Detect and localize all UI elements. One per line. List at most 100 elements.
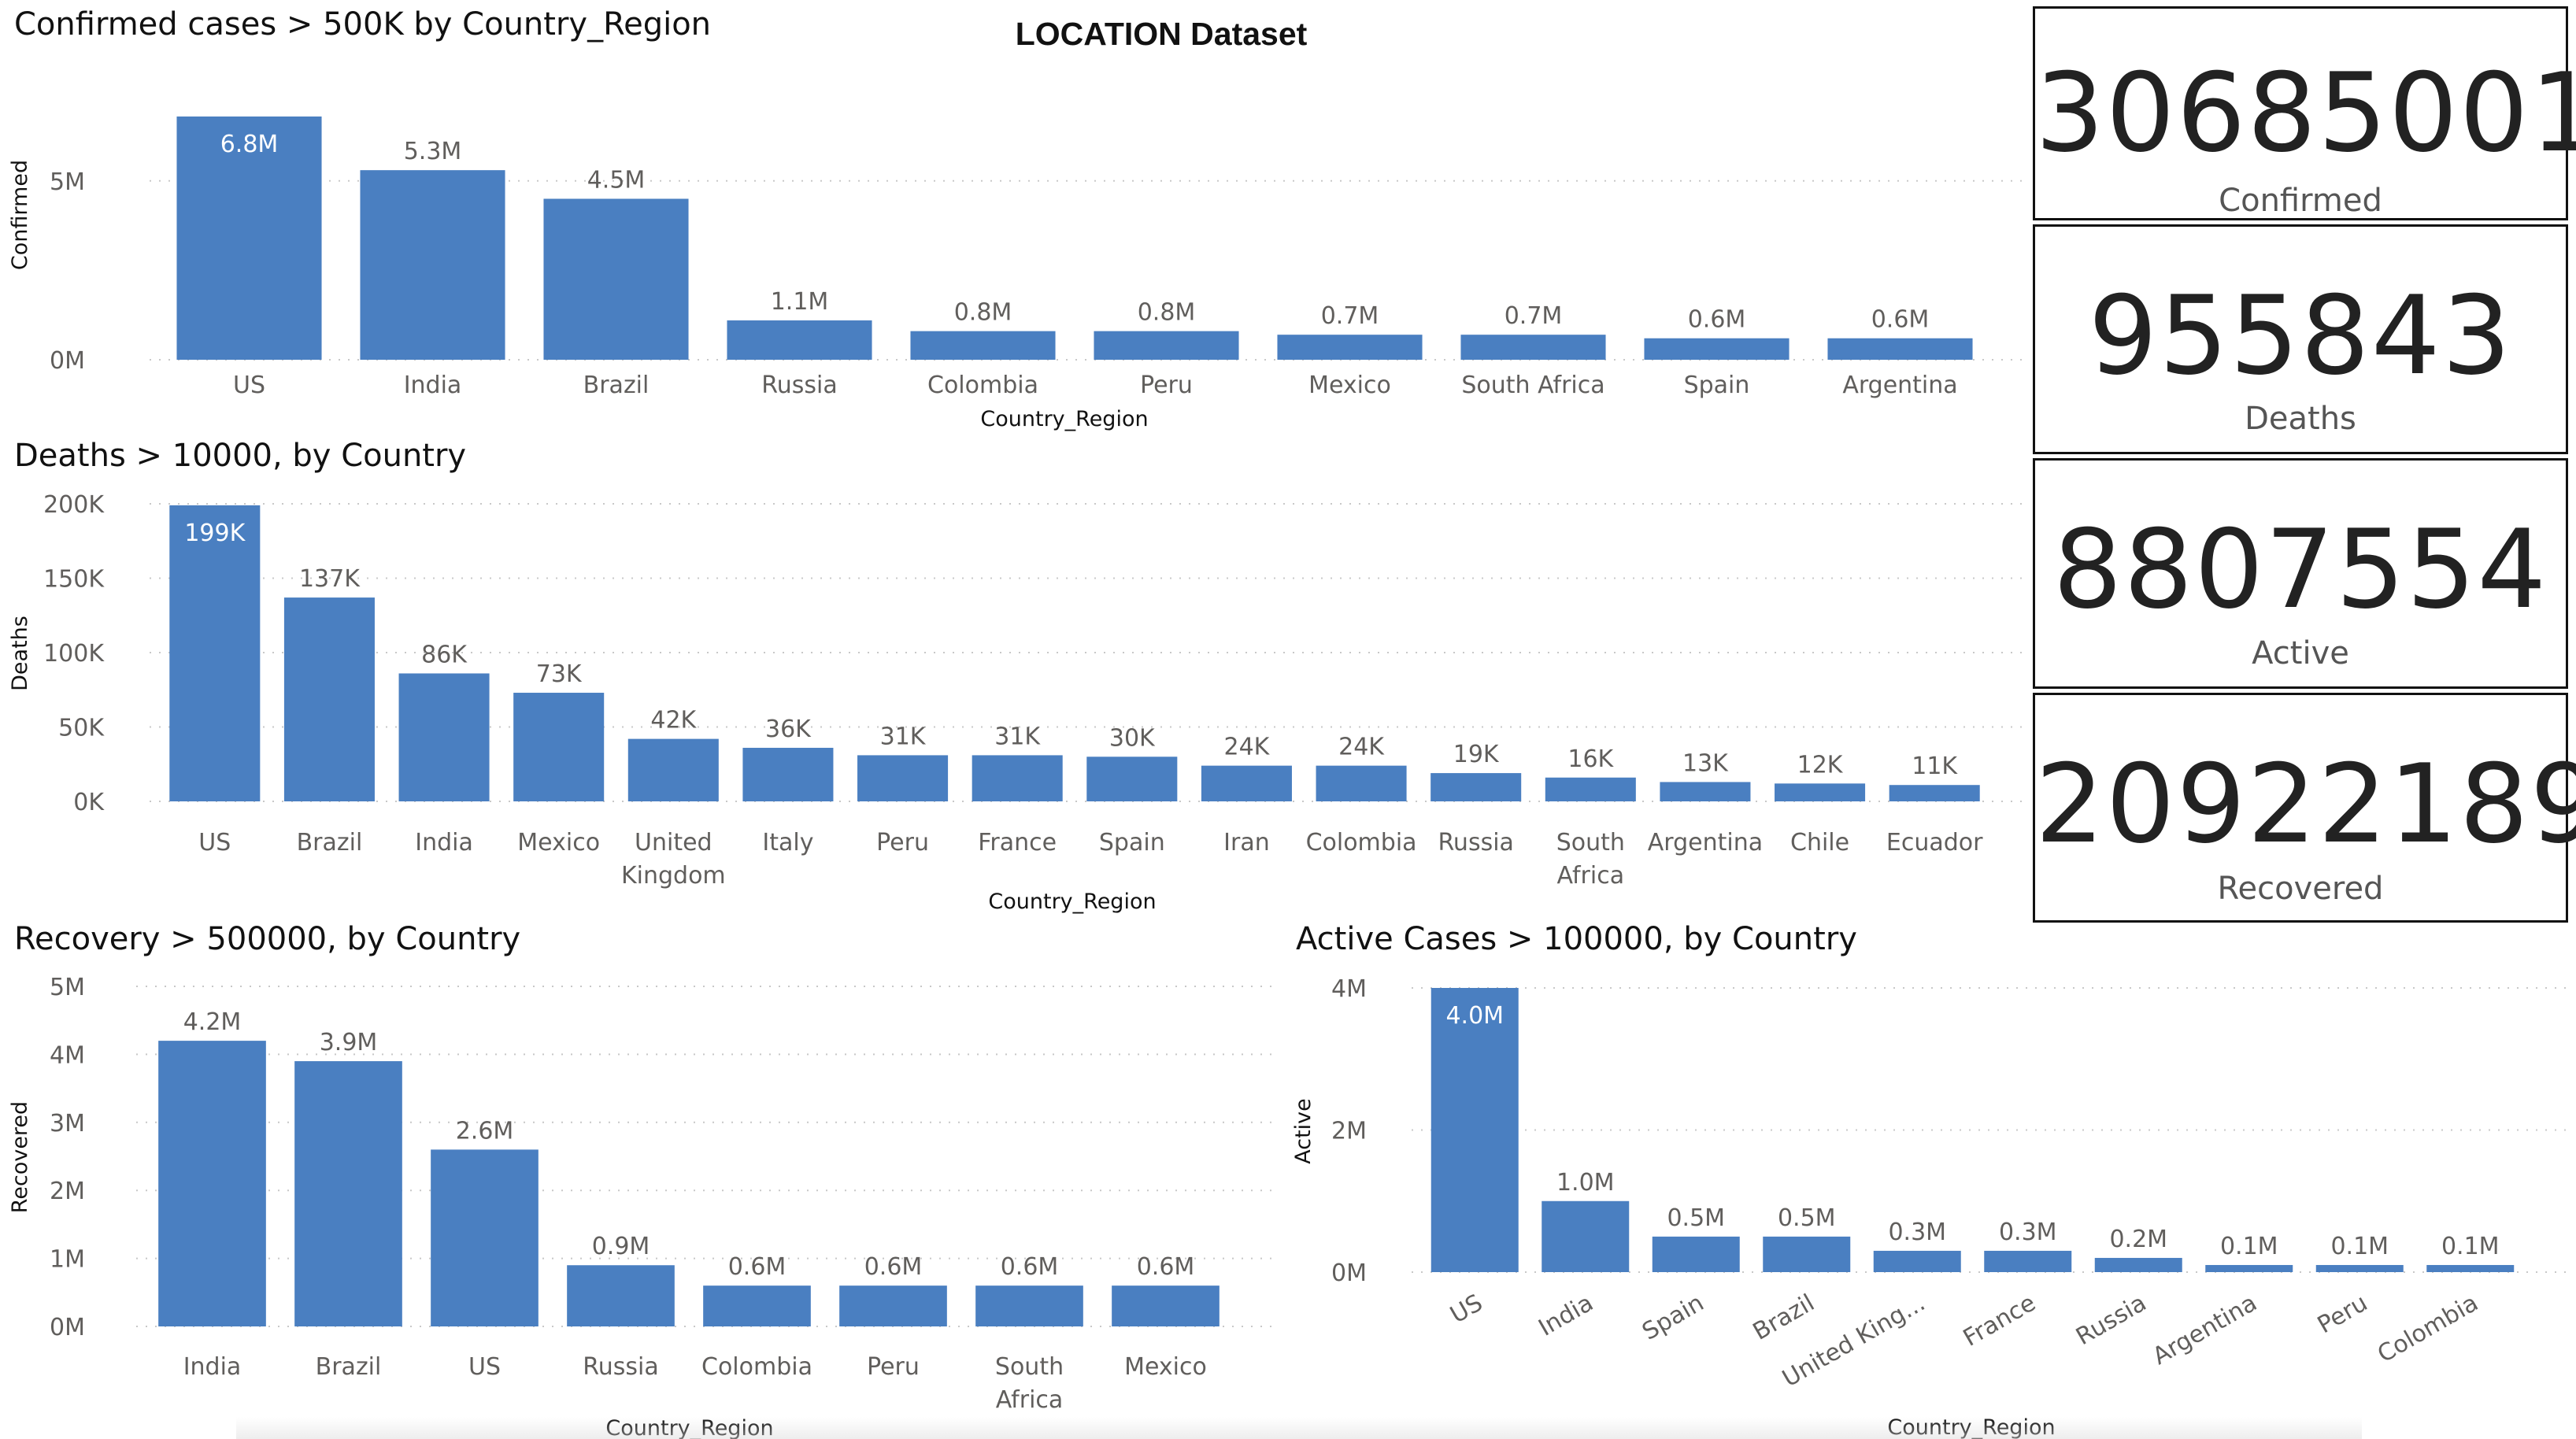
deaths-value: 955843 — [2088, 272, 2513, 399]
recovery-bar-chart[interactable]: 0M1M2M3M4M5MRecoveredCountry_Region4.2MI… — [0, 956, 1291, 1439]
data-label: 0.7M — [1505, 302, 1563, 330]
confirmed-card[interactable]: 30685001 Confirmed — [2033, 6, 2576, 220]
active-bar-chart[interactable]: 0M2M4MActiveCountry_Region4.0MUS1.0MIndi… — [1291, 956, 2576, 1439]
x-tick-label: Argentina — [2149, 1289, 2262, 1371]
data-label: 13K — [1682, 749, 1729, 777]
data-label: 5.3M — [404, 138, 462, 165]
x-tick-label: Brazil — [297, 829, 363, 856]
data-label: 36K — [765, 716, 812, 743]
data-label: 0.3M — [1999, 1219, 2057, 1246]
x-tick-label: Russia — [583, 1353, 659, 1381]
x-tick-label: Colombia — [2373, 1289, 2483, 1369]
data-label: 0.6M — [1688, 306, 1746, 334]
bar — [1652, 1236, 1740, 1272]
active-card[interactable]: 8807554 Active — [2033, 458, 2568, 689]
y-tick-label: 0M — [50, 347, 85, 375]
x-tick-label: Peru — [2313, 1289, 2372, 1340]
y-tick-label: 150K — [43, 566, 105, 594]
x-tick-label: Russia — [1438, 829, 1514, 856]
x-tick-label: South Africa — [1461, 372, 1604, 399]
bar — [1545, 777, 1636, 801]
bar — [513, 693, 605, 801]
deaths-card[interactable]: 955843 Deaths — [2033, 224, 2568, 454]
data-label: 4.5M — [587, 167, 646, 194]
data-label: 199K — [184, 520, 246, 547]
bar — [1094, 331, 1239, 360]
x-tick-label: US — [1445, 1289, 1487, 1330]
data-label: 31K — [880, 723, 927, 750]
x-tick-label: Brazil — [583, 372, 650, 399]
y-tick-label: 0M — [1331, 1260, 1367, 1287]
x-tick-label: Russia — [2071, 1289, 2151, 1352]
x-axis-title: Country_Region — [988, 890, 1156, 914]
recovered-card[interactable]: 20922189 Recovered — [2033, 693, 2576, 923]
bar — [727, 320, 872, 360]
data-label: 0.7M — [1321, 302, 1379, 330]
y-tick-label: 4M — [50, 1041, 85, 1069]
data-label: 4.0M — [1445, 1002, 1504, 1030]
data-label: 0.8M — [954, 299, 1012, 327]
dashboard-title: LOCATION Dataset — [1015, 16, 1308, 52]
bar — [543, 198, 689, 360]
confirmed-bar-chart[interactable]: 0M 5M Confirmed Country_Region 6.8M US 5.3M Ind… — [0, 47, 2031, 433]
x-tick-label: United Kingdom — [621, 829, 726, 890]
bar — [567, 1265, 675, 1326]
x-tick-label: US — [198, 829, 231, 856]
x-tick-label: Peru — [876, 829, 929, 856]
data-label: 0.6M — [1137, 1253, 1195, 1281]
data-label: 16K — [1567, 745, 1614, 773]
recovered-label: Recovered — [2217, 871, 2384, 907]
bar — [1763, 1236, 1851, 1272]
bar — [1889, 785, 1980, 801]
x-tick-label: Colombia — [701, 1353, 812, 1381]
bar — [176, 117, 322, 360]
bar — [1827, 338, 1973, 360]
x-tick-label: Chile — [1790, 829, 1849, 856]
bar — [972, 755, 1063, 801]
x-tick-label: South Africa — [1556, 829, 1625, 890]
bar — [169, 505, 261, 801]
y-tick-label: 200K — [43, 491, 105, 519]
bar — [1660, 782, 1751, 801]
data-label: 0.5M — [1667, 1204, 1725, 1232]
y-tick-label: 3M — [50, 1110, 85, 1138]
x-tick-label: Colombia — [927, 372, 1038, 399]
bar — [1201, 765, 1292, 801]
bar — [2205, 1264, 2293, 1272]
data-label: 0.1M — [2220, 1233, 2278, 1260]
data-label: 73K — [536, 660, 583, 688]
x-tick-label: India — [183, 1353, 242, 1381]
data-label: 19K — [1453, 741, 1500, 768]
bar — [1542, 1200, 1630, 1272]
data-label: 6.8M — [220, 131, 279, 158]
confirmed-chart-title: Confirmed cases > 500K by Country_Region — [14, 6, 712, 43]
y-tick-label: 50K — [58, 715, 105, 742]
bar — [398, 673, 490, 801]
bar — [360, 170, 505, 360]
x-tick-label: Peru — [867, 1353, 920, 1381]
bar — [1430, 988, 1519, 1272]
data-label: 24K — [1338, 734, 1385, 761]
bar — [910, 331, 1056, 360]
bar — [857, 755, 949, 801]
y-tick-label: 5M — [50, 974, 85, 1001]
data-label: 0.8M — [1138, 299, 1196, 327]
y-tick-label: 4M — [1331, 975, 1367, 1003]
bar — [2315, 1264, 2404, 1272]
data-label: 0.5M — [1778, 1204, 1836, 1232]
bar — [2426, 1264, 2515, 1272]
bar — [1644, 338, 1790, 360]
data-label: 2.6M — [456, 1117, 514, 1145]
deaths-bar-chart[interactable]: 0K 50K 100K 150K 200K Deaths Country_Region 199… — [0, 472, 2031, 914]
data-label: 1.0M — [1556, 1169, 1615, 1197]
data-label: 0.6M — [1001, 1253, 1059, 1281]
bar — [703, 1285, 811, 1326]
data-label: 0.3M — [1888, 1219, 1946, 1246]
bar — [1430, 773, 1522, 801]
x-tick-label: US — [233, 372, 265, 399]
x-tick-label: Mexico — [517, 829, 600, 856]
x-tick-label: Ecuador — [1886, 829, 1983, 856]
data-label: 42K — [650, 707, 697, 734]
data-label: 0.1M — [2441, 1233, 2500, 1260]
bar — [1775, 783, 1866, 801]
